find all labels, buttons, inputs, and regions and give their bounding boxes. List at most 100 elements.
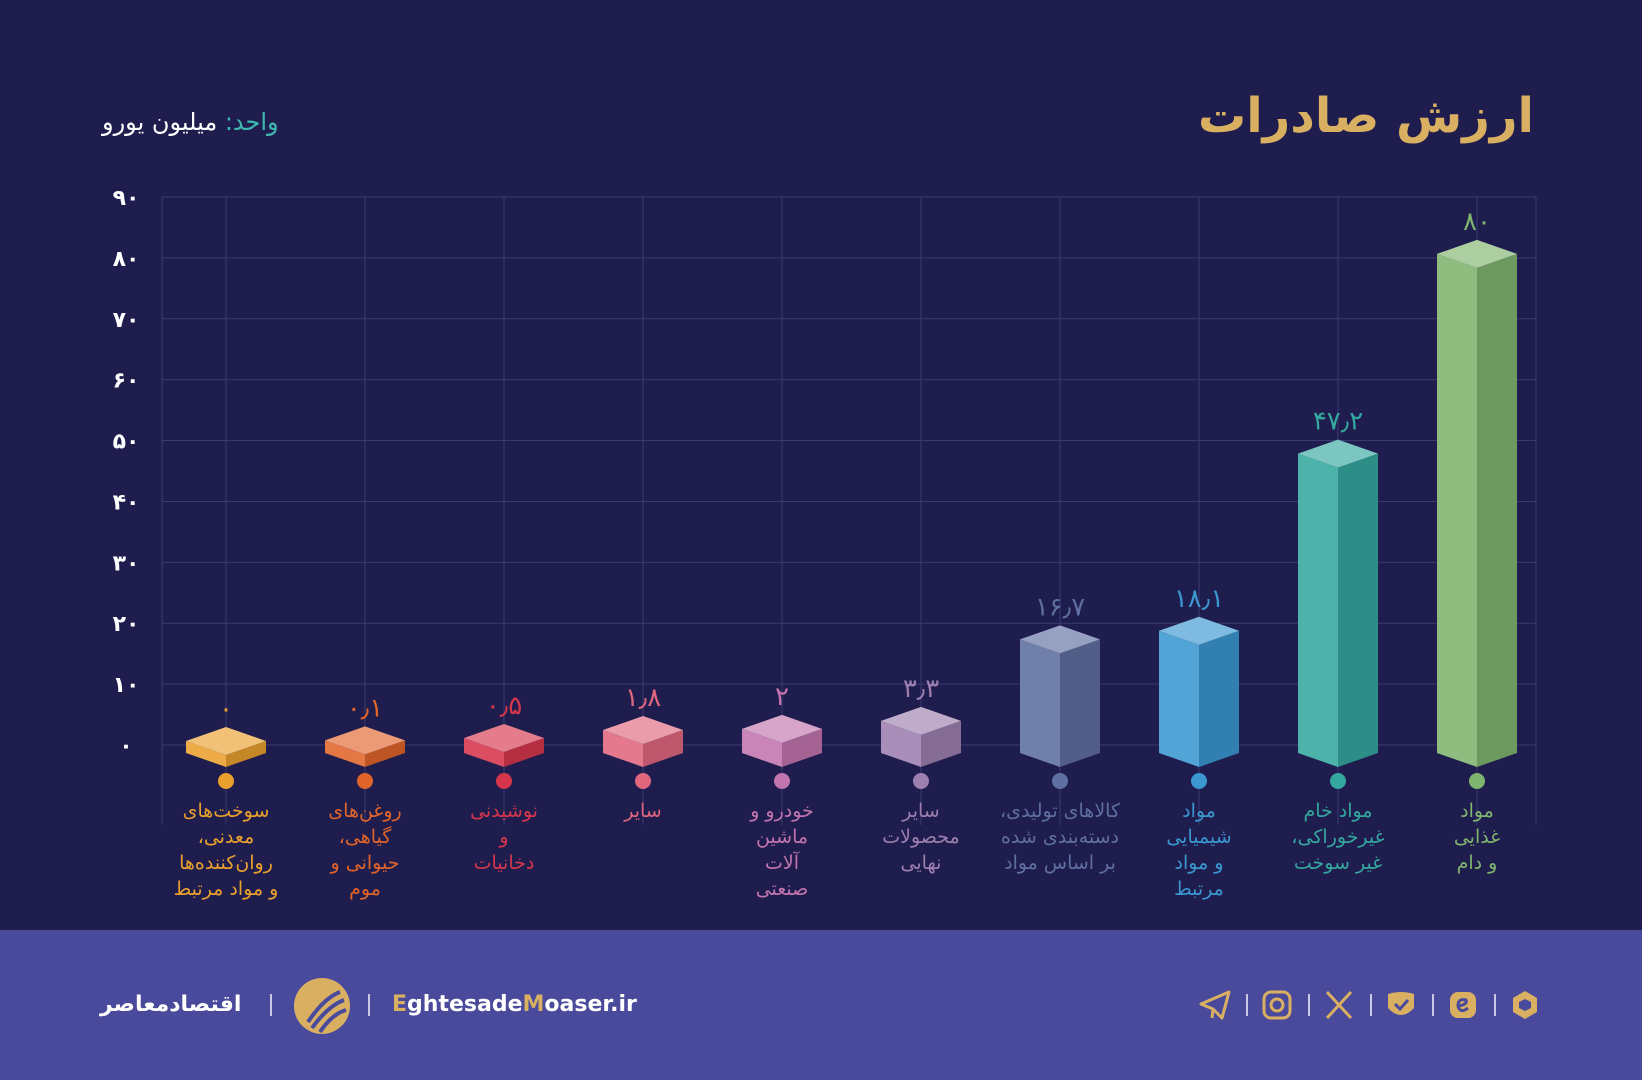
data-label: ۲: [775, 682, 789, 712]
bar-left-face: [464, 737, 504, 767]
chart-title: ارزش صادرات: [1197, 88, 1534, 144]
bar-right-face: [365, 740, 405, 767]
y-tick-label: ۸۰: [113, 247, 140, 272]
data-label: ۱۸٫۱: [1174, 584, 1224, 614]
bar-right-face: [1199, 630, 1239, 767]
bar-right-face: [226, 741, 266, 767]
legend-dot: [1191, 773, 1207, 789]
unit-key: واحد:: [224, 108, 279, 136]
category-label: سایر: [901, 800, 939, 822]
bar-left-face: [1159, 630, 1199, 767]
category-label: شیمیایی: [1166, 826, 1231, 848]
legend-dot: [635, 773, 651, 789]
category-label: مرتبط: [1174, 878, 1224, 900]
category-label: و مواد: [1175, 852, 1224, 874]
bar-left-face: [186, 741, 226, 767]
data-label: ۰٫۱: [347, 693, 383, 723]
bar-left-face: [603, 730, 643, 767]
y-tick-label: ۶۰: [113, 369, 140, 394]
category-label: و: [498, 826, 508, 848]
bar-top-face: [325, 726, 405, 755]
telegram-icon[interactable]: [1198, 988, 1232, 1022]
divider: [1246, 994, 1248, 1016]
unit-label: واحد: میلیون یورو: [102, 108, 279, 136]
data-label: ۰: [219, 694, 233, 724]
category-label: سایر: [623, 800, 661, 822]
bale-icon[interactable]: [1384, 988, 1418, 1022]
bar-left-face: [1020, 639, 1060, 767]
bar-top-face: [1437, 239, 1517, 268]
bar-top-face: [742, 714, 822, 743]
category-label: غیر سوخت: [1294, 852, 1382, 874]
divider: [1308, 994, 1310, 1016]
legend-dot: [218, 773, 234, 789]
category-label: صنعتی: [756, 878, 809, 900]
y-tick-label: ۴۰: [113, 490, 140, 515]
bar-chart: ۰ ۱۰ ۲۰ ۳۰ ۴۰ ۵۰ ۶۰ ۷۰ ۸۰ ۹۰ ۰ سوخت‌های معدنی، روان‌ک…: [113, 186, 1537, 900]
bar-right-face: [782, 728, 822, 767]
bar-left-face: [881, 720, 921, 767]
y-tick-label: ۱۰: [113, 673, 140, 698]
bar-right-face: [504, 737, 544, 767]
footer: اقتصادمعاصر EghtesadeMoaser.ir: [0, 930, 1642, 1080]
legend-dot: [357, 773, 373, 789]
category-label: محصولات: [882, 826, 959, 848]
bar-top-face: [464, 723, 544, 752]
legend-dot: [496, 773, 512, 789]
category-label: کالاهای تولیدی،: [1000, 800, 1121, 822]
category-label: موم: [349, 878, 381, 900]
bar-top-face: [881, 706, 961, 735]
y-tick-label: ۰: [119, 734, 132, 759]
category-label: غذایی: [1454, 826, 1500, 848]
instagram-icon[interactable]: [1260, 988, 1294, 1022]
eitaa-icon[interactable]: [1446, 988, 1480, 1022]
category-label: گیاهی،: [339, 825, 393, 848]
rubika-icon[interactable]: [1508, 988, 1542, 1022]
category-label: غیرخوراکی،: [1291, 826, 1384, 848]
legend-dot: [913, 773, 929, 789]
legend-dot: [1052, 773, 1068, 789]
category-label: مواد خام: [1303, 800, 1372, 822]
data-label: ۸۰: [1463, 207, 1491, 237]
divider: [1370, 994, 1372, 1016]
bar-left-face: [325, 740, 365, 767]
category-label: حیوانی و: [330, 852, 400, 874]
category-label: مواد: [1460, 800, 1494, 822]
category-label: روان‌کننده‌ها: [179, 852, 273, 874]
y-tick-label: ۷۰: [113, 308, 140, 333]
y-tick-label: ۵۰: [113, 430, 140, 455]
data-label: ۴۷٫۲: [1313, 407, 1363, 437]
data-label: ۰٫۵: [486, 691, 522, 721]
divider: [270, 994, 272, 1016]
y-tick-label: ۳۰: [113, 551, 140, 576]
bar-right-face: [1338, 453, 1378, 767]
category-label: ماشین: [756, 826, 808, 848]
legend-dot: [774, 773, 790, 789]
bar-top-face: [1159, 616, 1239, 645]
y-tick-label: ۲۰: [113, 612, 140, 637]
logo-icon: [294, 978, 350, 1034]
category-label: دسته‌بندی شده: [1001, 826, 1119, 848]
divider: [368, 994, 370, 1016]
divider: [1432, 994, 1434, 1016]
y-tick-label: ۹۰: [113, 186, 140, 211]
category-label: نهایی: [901, 852, 942, 874]
data-label: ۱۶٫۷: [1035, 592, 1085, 622]
divider: [1494, 994, 1496, 1016]
category-label: آلات: [765, 850, 800, 874]
bar-right-face: [921, 720, 961, 767]
x-icon[interactable]: [1322, 988, 1356, 1022]
bar-right-face: [643, 730, 683, 767]
bar-top-face: [1020, 625, 1100, 654]
bar-right-face: [1060, 639, 1100, 767]
data-label: ۳٫۳: [903, 674, 939, 704]
category-label: معدنی،: [198, 826, 255, 848]
category-label: مواد: [1182, 800, 1216, 822]
bar-top-face: [186, 727, 266, 755]
category-label: نوشیدنی: [470, 800, 538, 822]
category-label: خودرو و: [749, 800, 814, 822]
category-label: و مواد مرتبط: [174, 878, 279, 900]
website-link[interactable]: EghtesadeMoaser.ir: [392, 992, 637, 1017]
bar-right-face: [1477, 253, 1517, 767]
category-label: دخانیات: [474, 852, 535, 874]
